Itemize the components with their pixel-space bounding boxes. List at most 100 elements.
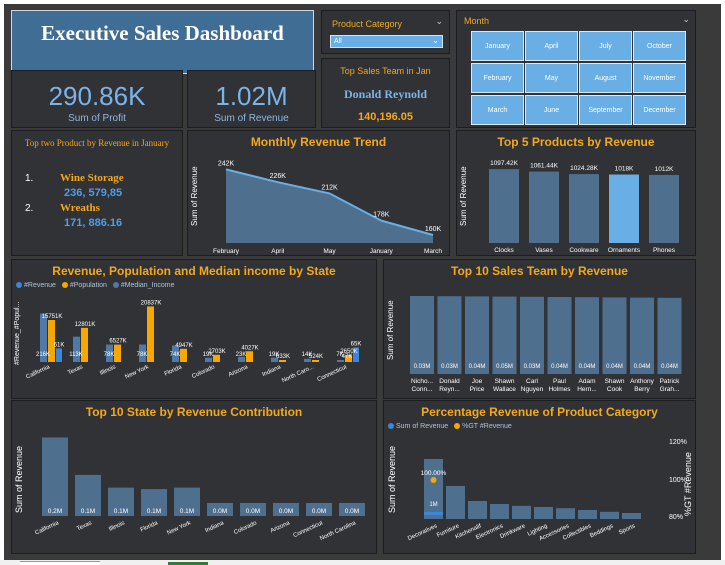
month-button-october[interactable]: October — [633, 31, 686, 61]
trend-line — [225, 168, 434, 236]
combo-x-tick: Arizona — [228, 364, 250, 378]
pct-bar — [534, 507, 553, 519]
combo-median-bar — [56, 348, 62, 362]
combo-revenue-label: 23K — [236, 352, 247, 358]
pct-category-chart: Percentage Revenue of Product Category S… — [383, 400, 696, 554]
state-bar — [273, 503, 299, 516]
team-data-label: 0.04M — [469, 364, 486, 370]
combo-x-tick: Colorado — [191, 364, 216, 380]
state-bar — [75, 474, 101, 516]
monthly-trend-chart: Monthly Revenue Trend Sum of Revenue 242… — [187, 130, 450, 256]
combo-revenue-bar — [172, 345, 179, 362]
month-button-march[interactable]: March — [471, 95, 524, 125]
month-button-june[interactable]: June — [525, 95, 578, 125]
legend-median: #Median_Income — [112, 282, 175, 289]
month-button-november[interactable]: November — [633, 63, 686, 93]
team-x-tick: Shawn Wallace — [493, 378, 516, 393]
page-tab[interactable] — [20, 561, 100, 565]
month-button-september[interactable]: September — [579, 95, 632, 125]
top10-teams-title: Top 10 Sales Team by Revenue — [451, 264, 628, 278]
state-bar — [207, 503, 233, 516]
top-two-rank-1: 1. — [25, 173, 34, 184]
profit-value: 290.86K — [48, 81, 146, 111]
top-two-rank-2: 2. — [25, 203, 34, 214]
combo-population-bar — [213, 354, 220, 362]
pct-bar — [490, 504, 509, 519]
top5-products-plot: 1097.42K Clocks 1061.44K Vases 1024.28K Cookw… — [489, 160, 679, 254]
combo-population-bar — [48, 319, 55, 362]
pct-y2-tick: 120% — [669, 439, 687, 446]
combo-revenue-label: 19K — [203, 352, 214, 358]
dashboard-title: Executive Sales Dashboard — [41, 21, 284, 45]
month-button-may[interactable]: May — [525, 63, 578, 93]
legend-gt-revenue: %GT #Revenue — [454, 423, 512, 430]
dropdown-chevron-icon: ⌄ — [432, 36, 439, 45]
trend-data-label: 212K — [321, 184, 338, 191]
product-category-chevron-icon[interactable]: ⌄ — [435, 16, 443, 26]
month-button-december[interactable]: December — [633, 95, 686, 125]
month-button-april[interactable]: April — [525, 31, 578, 61]
combo-population-label: 12801K — [75, 322, 96, 328]
top10-states-title: Top 10 State by Revenue Contribution — [85, 405, 303, 419]
state-combo-chart: Revenue, Population and Median income by… — [11, 259, 377, 399]
combo-population-bar — [345, 354, 352, 362]
state-data-label: 0.1M — [180, 508, 194, 515]
month-button-february[interactable]: February — [471, 63, 524, 93]
pct-bar — [512, 505, 531, 519]
team-bar — [465, 296, 489, 374]
combo-revenue-label: 7K — [336, 352, 343, 358]
combo-population-bar — [114, 344, 121, 362]
month-button-august[interactable]: August — [579, 63, 632, 93]
combo-population-label: 2650K — [340, 349, 357, 355]
pct-bar — [600, 511, 619, 519]
team-bar — [630, 297, 654, 374]
combo-population-label: 2703K — [208, 349, 225, 355]
top5-products-chart: Top 5 Products by Revenue Sum of Revenue… — [456, 130, 696, 256]
legend-sum-revenue: Sum of Revenue — [388, 423, 448, 430]
combo-population-bar — [312, 360, 319, 362]
state-x-tick: North Carolina — [319, 520, 357, 542]
product-category-selected: All — [334, 38, 342, 45]
combo-revenue-bar — [337, 360, 344, 362]
team-bar — [410, 296, 434, 374]
product-category-dropdown[interactable]: All ⌄ — [330, 35, 443, 48]
combo-x-tick: Florida — [164, 364, 184, 377]
pct-y2-tick: 100% — [669, 477, 687, 484]
state-x-tick: Arizona — [270, 520, 292, 534]
state-data-label: 0.0M — [312, 508, 326, 515]
top-team-title: Top Sales Team in Jan — [340, 66, 431, 76]
top5-bar-cookware — [569, 174, 599, 243]
combo-median-label: 65K — [351, 341, 362, 347]
top-two-name-2: Wreaths — [60, 202, 100, 214]
combo-revenue-label: 19K — [269, 352, 280, 358]
team-x-tick: Paul Holmes — [548, 378, 571, 393]
month-button-july[interactable]: July — [579, 31, 632, 61]
team-x-tick: Donald Reyn... — [439, 378, 460, 393]
team-data-label: 0.03M — [414, 364, 431, 370]
month-chevron-icon[interactable]: ⌄ — [682, 14, 690, 24]
pct-revenue-marker — [424, 512, 443, 515]
state-data-label: 0.0M — [279, 508, 293, 515]
team-bar — [602, 297, 627, 374]
combo-population-label: 4947K — [175, 343, 192, 349]
combo-revenue-label: 216K — [36, 352, 50, 358]
team-data-label: 0.04M — [661, 364, 678, 370]
team-x-tick: Nicho... Conn... — [411, 378, 433, 393]
state-x-tick: California — [34, 520, 60, 536]
combo-population-label: 20837K — [141, 300, 162, 306]
top10-states-plot: 0.2M California 0.1M Texas 0.1M Illinois 0.1M F… — [34, 437, 365, 542]
team-bar — [575, 297, 599, 374]
state-x-tick: Colorado — [233, 520, 258, 536]
team-x-tick: Adam Hern... — [577, 378, 597, 393]
revenue-value: 1.02M — [215, 81, 288, 111]
team-data-label: 0.04M — [606, 364, 623, 370]
trend-data-label: 242K — [218, 160, 235, 167]
profit-kpi-card: 290.86K Sum of Profit — [11, 70, 183, 128]
month-button-january[interactable]: January — [471, 31, 524, 61]
combo-revenue-bar — [139, 344, 146, 362]
trend-data-label: 226K — [270, 173, 287, 180]
dashboard-title-box: Executive Sales Dashboard — [11, 10, 314, 74]
top10-states-chart: Top 10 State by Revenue Contribution Sum… — [11, 400, 377, 554]
top5-data-label: 1097.42K — [490, 160, 518, 167]
top5-data-label: 1012K — [655, 166, 674, 173]
